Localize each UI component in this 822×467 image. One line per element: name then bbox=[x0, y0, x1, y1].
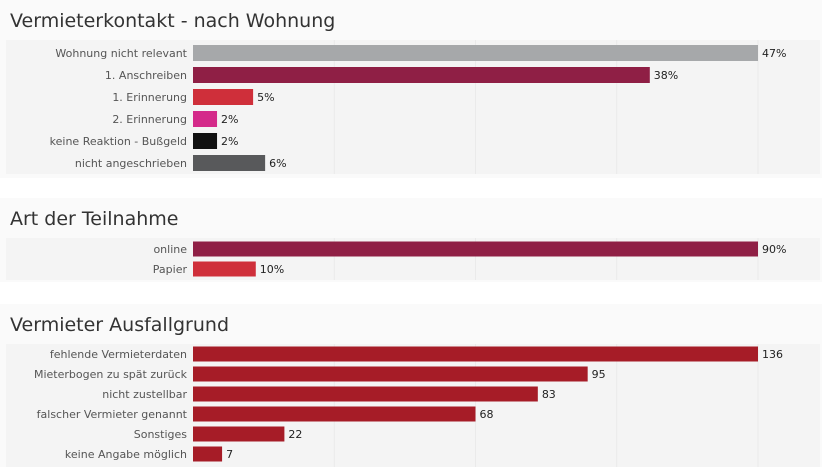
bar bbox=[193, 111, 218, 127]
chart-title: Vermieterkontakt - nach Wohnung bbox=[10, 10, 336, 32]
bar bbox=[193, 446, 223, 462]
category-label: nicht angeschrieben bbox=[75, 157, 187, 170]
bar bbox=[193, 346, 758, 362]
category-label: online bbox=[153, 243, 187, 256]
category-label: Wohnung nicht relevant bbox=[55, 47, 187, 60]
value-label: 38% bbox=[654, 69, 678, 82]
category-label: keine Angabe möglich bbox=[65, 448, 187, 461]
bar bbox=[193, 426, 285, 442]
value-label: 68 bbox=[480, 408, 494, 421]
bar bbox=[193, 386, 538, 402]
value-label: 10% bbox=[260, 263, 284, 276]
value-label: 6% bbox=[269, 157, 286, 170]
value-label: 47% bbox=[762, 47, 786, 60]
category-label: keine Reaktion - Bußgeld bbox=[50, 135, 187, 148]
chart-title: Vermieter Ausfallgrund bbox=[10, 314, 230, 336]
plot-area bbox=[6, 344, 820, 467]
chart-art-der-teilnahme: online 90% Papier 10% bbox=[153, 238, 786, 280]
category-label: 1. Anschreiben bbox=[105, 69, 187, 82]
value-label: 83 bbox=[542, 388, 556, 401]
panel-art-der-teilnahme: Art der Teilnahme online 90% Papier 10% bbox=[0, 198, 822, 282]
bar bbox=[193, 406, 476, 422]
value-label: 2% bbox=[221, 135, 238, 148]
value-label: 7 bbox=[226, 448, 233, 461]
bar bbox=[193, 155, 266, 171]
category-label: Papier bbox=[153, 263, 188, 276]
bar bbox=[193, 89, 254, 105]
category-label: 2. Erinnerung bbox=[112, 113, 187, 126]
value-label: 5% bbox=[257, 91, 274, 104]
panel-vermieterkontakt: Vermieterkontakt - nach Wohnung Wohnung … bbox=[0, 0, 822, 178]
bar bbox=[193, 261, 256, 277]
value-label: 136 bbox=[762, 348, 783, 361]
chart-vermieter-ausfallgrund: fehlende Vermieterdaten 136 Mieterbogen zu… bbox=[34, 344, 783, 467]
category-label: fehlende Vermieterdaten bbox=[50, 348, 187, 361]
bar bbox=[193, 241, 758, 257]
category-label: 1. Erinnerung bbox=[112, 91, 187, 104]
plot-area bbox=[6, 40, 820, 174]
value-label: 2% bbox=[221, 113, 238, 126]
category-label: falscher Vermieter genannt bbox=[37, 408, 188, 421]
value-label: 22 bbox=[288, 428, 302, 441]
value-label: 95 bbox=[592, 368, 606, 381]
chart-title: Art der Teilnahme bbox=[10, 208, 179, 230]
bar bbox=[193, 67, 650, 83]
category-label: Sonstiges bbox=[134, 428, 188, 441]
category-label: nicht zustellbar bbox=[102, 388, 187, 401]
panel-vermieter-ausfallgrund: Vermieter Ausfallgrund fehlende Vermiete… bbox=[0, 304, 822, 467]
bar bbox=[193, 366, 588, 382]
bar bbox=[193, 45, 758, 61]
category-label: Mieterbogen zu spät zurück bbox=[34, 368, 188, 381]
value-label: 90% bbox=[762, 243, 786, 256]
chart-vermieterkontakt: Wohnung nicht relevant 47% 1. Anschreiben 3… bbox=[50, 40, 786, 174]
bar bbox=[193, 133, 218, 149]
